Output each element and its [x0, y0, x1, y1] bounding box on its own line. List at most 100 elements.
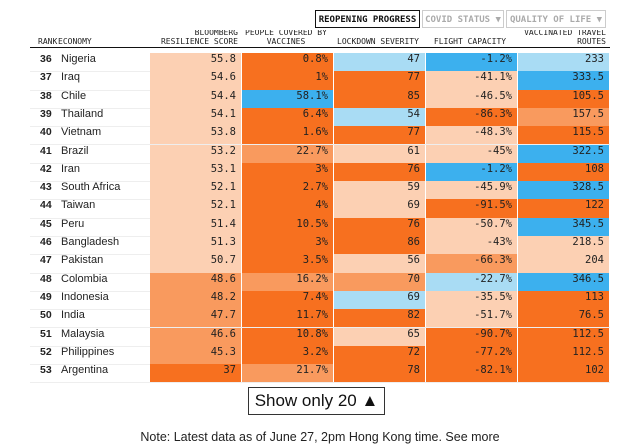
- economy: Brazil: [61, 144, 89, 157]
- cell: 54.1: [150, 107, 242, 127]
- table-row: 46 Bangladesh 51.3 3% 86 -43% 218.5: [30, 236, 610, 256]
- rank: 36: [40, 53, 52, 65]
- cell: 76: [334, 162, 426, 182]
- cell: -48.3%: [426, 126, 518, 145]
- economy: South Africa: [61, 181, 121, 194]
- cell: 3.5%: [242, 254, 334, 273]
- cell: 122: [518, 199, 610, 218]
- cell: 61: [334, 144, 426, 163]
- economy: Malaysia: [61, 327, 105, 340]
- cell: -43%: [426, 236, 518, 255]
- rank: 51: [40, 327, 52, 340]
- table-row: 53 Argentina 37 21.7% 78 -82.1% 102: [30, 364, 610, 384]
- rank: 44: [40, 199, 52, 212]
- cell: 69: [334, 290, 426, 310]
- economy: Nigeria: [61, 53, 96, 65]
- cell: 54.6: [150, 71, 242, 90]
- cell: 0.8%: [242, 53, 334, 72]
- cell: 72: [334, 345, 426, 365]
- table-row: 42 Iran 53.1 3% 76 -1.2% 108: [30, 162, 610, 183]
- cell: 3.2%: [242, 345, 334, 365]
- column-header: FLIGHT CAPACITY: [433, 37, 507, 46]
- economy: Bangladesh: [61, 236, 120, 248]
- rank: 47: [40, 254, 52, 267]
- cell: 333.5: [518, 71, 610, 90]
- cell: -1.2%: [426, 162, 518, 182]
- rank: 46: [40, 236, 52, 248]
- cell: 322.5: [518, 144, 610, 163]
- cell: 47.7: [150, 309, 242, 328]
- cell: 102: [518, 364, 610, 383]
- table-row: 36 Nigeria 55.8 0.8% 47 -1.2% 233: [30, 53, 610, 73]
- cell: -90.7%: [426, 327, 518, 346]
- economy: Chile: [61, 89, 87, 102]
- column-header: BLOOMBERG RESILIENCE SCORE: [160, 30, 238, 46]
- table-row: 48 Colombia 48.6 16.2% 70 -22.7% 346.5: [30, 272, 610, 292]
- cell: 59: [334, 181, 426, 200]
- show-less-button[interactable]: Show only 20 ▲: [248, 387, 385, 415]
- cell: 51.4: [150, 217, 242, 236]
- cell: 54.4: [150, 89, 242, 108]
- cell: 51.3: [150, 236, 242, 255]
- cell: 48.2: [150, 290, 242, 310]
- table-row: 41 Brazil 53.2 22.7% 61 -45% 322.5: [30, 144, 610, 164]
- table-row: 51 Malaysia 46.6 10.8% 65 -90.7% 112.5: [30, 327, 610, 347]
- cell: 6.4%: [242, 107, 334, 127]
- economy: India: [61, 309, 85, 322]
- cell: 76.5: [518, 309, 610, 328]
- column-header: RANK: [38, 37, 58, 46]
- column-header: VACCINATED TRAVEL ROUTES: [524, 30, 606, 46]
- cell: 113: [518, 290, 610, 310]
- column-header: ECONOMY: [58, 37, 92, 46]
- cell: 105.5: [518, 89, 610, 108]
- table-row: 38 Chile 54.4 58.1% 85 -46.5% 105.5: [30, 89, 610, 109]
- cell: 54: [334, 107, 426, 127]
- cell: 77: [334, 71, 426, 90]
- table-row: 47 Pakistan 50.7 3.5% 56 -66.3% 204: [30, 254, 610, 274]
- cell: 47: [334, 53, 426, 72]
- cell: -22.7%: [426, 272, 518, 291]
- economy: Argentina: [61, 364, 109, 377]
- rank: 42: [40, 162, 52, 175]
- cell: 204: [518, 254, 610, 273]
- rank: 52: [40, 345, 52, 358]
- cell: 218.5: [518, 236, 610, 255]
- cell: 7.4%: [242, 290, 334, 310]
- cell: 69: [334, 199, 426, 218]
- cell: 48.6: [150, 272, 242, 291]
- table-row: 45 Peru 51.4 10.5% 76 -50.7% 345.5: [30, 217, 610, 237]
- cell: 56: [334, 254, 426, 273]
- rank: 40: [40, 126, 52, 139]
- cell: 3%: [242, 236, 334, 255]
- table-header: RANK ECONOMY BLOOMBERG RESILIENCE SCORE PEO…: [30, 30, 610, 48]
- economy: Indonesia: [61, 290, 109, 303]
- table-row: 43 South Africa 52.1 2.7% 59 -45.9% 328.5: [30, 181, 610, 201]
- economy: Iran: [61, 162, 80, 175]
- cell: 108: [518, 162, 610, 182]
- tab[interactable]: REOPENING PROGRESS: [315, 10, 420, 28]
- tab[interactable]: COVID STATUS ▼: [422, 10, 504, 28]
- rank: 50: [40, 309, 52, 322]
- table-row: 40 Vietnam 53.8 1.6% 77 -48.3% 115.5: [30, 126, 610, 146]
- cell: -1.2%: [426, 53, 518, 72]
- cell: 16.2%: [242, 272, 334, 291]
- cell: -45%: [426, 144, 518, 163]
- cell: 1.6%: [242, 126, 334, 145]
- cell: -45.9%: [426, 181, 518, 200]
- economy: Thailand: [61, 107, 104, 120]
- economy: Pakistan: [61, 254, 104, 267]
- tab[interactable]: QUALITY OF LIFE ▼: [506, 10, 606, 28]
- cell: 46.6: [150, 327, 242, 346]
- cell: -41.1%: [426, 71, 518, 90]
- cell: 346.5: [518, 272, 610, 291]
- cell: 65: [334, 327, 426, 346]
- table-row: 39 Thailand 54.1 6.4% 54 -86.3% 157.5: [30, 107, 610, 128]
- cell: 10.5%: [242, 217, 334, 236]
- cell: 58.1%: [242, 89, 334, 108]
- economy: Taiwan: [61, 199, 96, 212]
- cell: 55.8: [150, 53, 242, 72]
- economy: Colombia: [61, 272, 108, 285]
- rank: 48: [40, 272, 52, 285]
- economy: Philippines: [61, 345, 115, 358]
